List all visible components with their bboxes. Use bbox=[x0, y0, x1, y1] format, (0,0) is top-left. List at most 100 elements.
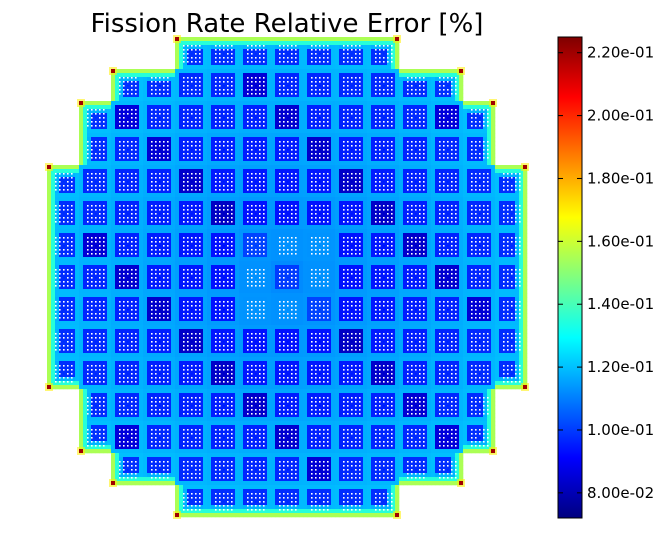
heatmap-cell bbox=[227, 113, 232, 118]
heatmap-cell bbox=[183, 93, 188, 98]
guide-tube-pin bbox=[231, 125, 233, 127]
guide-tube-pin bbox=[311, 81, 313, 83]
guide-tube-pin bbox=[391, 93, 393, 95]
heatmap-cell bbox=[255, 181, 260, 186]
heatmap-cell bbox=[275, 129, 280, 134]
heatmap-cell bbox=[223, 109, 228, 114]
heatmap-cell bbox=[279, 65, 284, 70]
fuel-assembly bbox=[271, 133, 304, 166]
heatmap-cell bbox=[111, 77, 116, 82]
guide-tube-pin bbox=[419, 117, 421, 119]
heatmap-cell bbox=[147, 93, 152, 98]
guide-tube-pin bbox=[199, 81, 201, 83]
heatmap-cell bbox=[135, 73, 140, 78]
guide-tube-pin bbox=[155, 117, 157, 119]
heatmap-cell bbox=[319, 113, 324, 118]
heatmap-cell bbox=[175, 69, 180, 74]
heatmap-cell bbox=[335, 169, 340, 174]
heatmap-cell bbox=[175, 77, 180, 82]
heatmap-cell bbox=[315, 165, 320, 170]
guide-tube-pin bbox=[455, 93, 457, 95]
heatmap-cell bbox=[247, 53, 252, 58]
heatmap-cell bbox=[323, 141, 328, 146]
guide-tube-pin bbox=[315, 77, 317, 79]
heatmap-cell bbox=[423, 113, 428, 118]
heatmap-cell bbox=[283, 93, 288, 98]
heatmap-cell bbox=[123, 101, 128, 106]
heatmap-cell bbox=[311, 193, 316, 198]
heatmap-cell bbox=[271, 113, 276, 118]
heatmap-cell bbox=[159, 161, 164, 166]
heatmap-cell bbox=[435, 81, 440, 86]
heatmap-cell bbox=[155, 177, 160, 182]
heatmap-cell bbox=[275, 105, 280, 110]
heatmap-cell bbox=[227, 117, 232, 122]
heatmap-cell bbox=[303, 137, 308, 142]
guide-tube-pin bbox=[219, 177, 221, 179]
guide-tube-pin bbox=[283, 177, 285, 179]
heatmap-cell bbox=[419, 121, 424, 126]
heatmap-cell bbox=[351, 161, 356, 166]
guide-tube-pin bbox=[135, 189, 137, 191]
heatmap-cell bbox=[299, 177, 304, 182]
heatmap-cell bbox=[395, 185, 400, 190]
guide-tube-pin bbox=[311, 109, 313, 111]
heatmap-cell bbox=[467, 109, 472, 114]
heatmap-cell bbox=[471, 137, 476, 142]
guide-tube-pin bbox=[183, 125, 185, 127]
heatmap-cell bbox=[303, 109, 308, 114]
guide-tube-pin bbox=[383, 77, 385, 79]
guide-tube-pin bbox=[415, 121, 417, 123]
guide-tube-pin bbox=[351, 77, 353, 79]
guide-tube-pin bbox=[99, 145, 101, 147]
heatmap-cell bbox=[367, 161, 372, 166]
guide-tube-pin bbox=[287, 49, 289, 51]
heatmap-cell bbox=[91, 141, 96, 146]
heatmap-cell bbox=[443, 97, 448, 102]
heatmap-cell bbox=[355, 41, 360, 46]
heatmap-cell bbox=[351, 85, 356, 90]
guide-tube-pin bbox=[447, 157, 449, 159]
fuel-assembly bbox=[207, 101, 240, 134]
heatmap-cell bbox=[211, 73, 216, 78]
guide-tube-pin bbox=[287, 113, 289, 115]
heatmap-cell bbox=[459, 157, 464, 162]
guide-tube-pin bbox=[259, 173, 261, 175]
heatmap-cell bbox=[279, 125, 284, 130]
heatmap-cell bbox=[435, 129, 440, 134]
heatmap-cell bbox=[419, 125, 424, 130]
heatmap-cell bbox=[119, 157, 124, 162]
guide-tube-pin bbox=[163, 117, 165, 119]
heatmap-cell bbox=[387, 61, 392, 66]
heatmap-cell bbox=[167, 165, 172, 170]
heatmap-cell bbox=[131, 165, 136, 170]
heatmap-cell bbox=[131, 85, 136, 90]
heatmap-cell bbox=[195, 149, 200, 154]
heatmap-cell bbox=[255, 149, 260, 154]
heatmap-cell bbox=[387, 49, 392, 54]
heatmap-cell bbox=[315, 85, 320, 90]
heatmap-cell bbox=[331, 45, 336, 50]
guide-tube-pin bbox=[183, 49, 185, 51]
heatmap-cell bbox=[119, 149, 124, 154]
guide-tube-pin bbox=[151, 157, 153, 159]
heatmap-cell bbox=[79, 137, 84, 142]
heatmap-cell bbox=[419, 185, 424, 190]
heatmap-cell bbox=[459, 105, 464, 110]
guide-tube-pin bbox=[127, 125, 129, 127]
guide-tube-pin bbox=[311, 145, 313, 147]
heatmap-cell bbox=[99, 177, 104, 182]
heatmap-cell bbox=[247, 149, 252, 154]
guide-tube-pin bbox=[227, 125, 229, 127]
heatmap-cell bbox=[79, 173, 84, 178]
heatmap-cell bbox=[195, 105, 200, 110]
heatmap-cell bbox=[135, 169, 140, 174]
heatmap-cell bbox=[203, 37, 208, 42]
guide-tube-pin bbox=[387, 157, 389, 159]
heatmap-cell bbox=[243, 61, 248, 66]
guide-tube-pin bbox=[131, 181, 133, 183]
guide-tube-pin bbox=[319, 61, 321, 63]
guide-tube-pin bbox=[279, 125, 281, 127]
guide-tube-pin bbox=[355, 89, 357, 91]
heatmap-cell bbox=[367, 129, 372, 134]
